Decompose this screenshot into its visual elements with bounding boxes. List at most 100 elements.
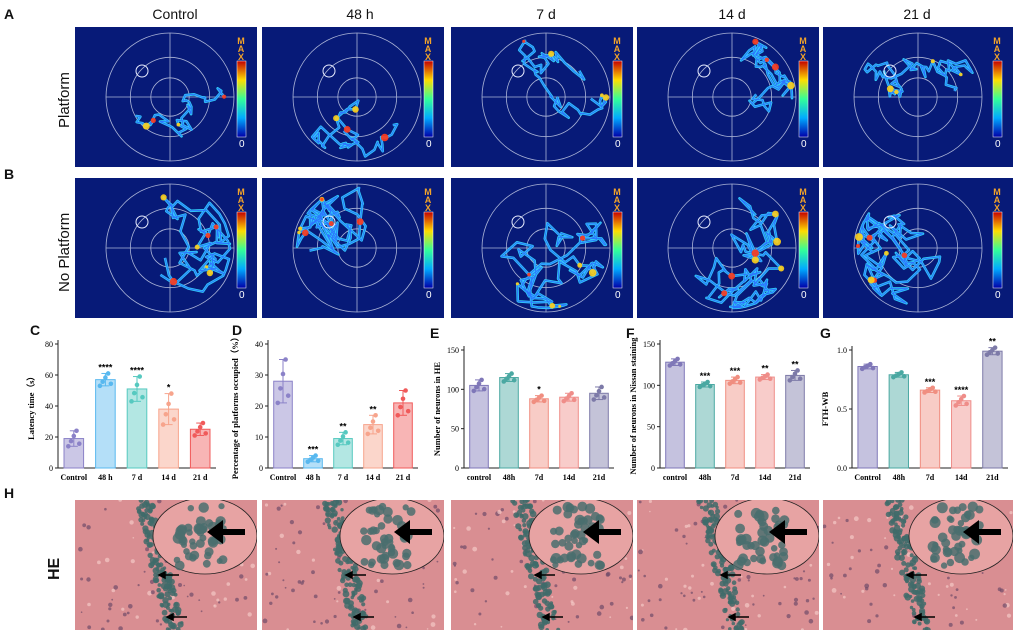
- data-point: [275, 400, 281, 406]
- column-header-control: Control: [152, 6, 198, 22]
- y-tick-label: 40: [255, 340, 263, 349]
- maze-track-platform-2: M A X 0: [262, 27, 444, 167]
- x-tick-label: 48 h: [306, 473, 321, 482]
- data-point: [901, 374, 907, 379]
- colorbar-max-label: M A X: [993, 36, 1001, 62]
- y-tick-label: 100: [447, 385, 459, 394]
- arrow-icon: [165, 612, 187, 622]
- data-point: [705, 379, 710, 385]
- y-axis-label: Number of neurons in HE: [432, 362, 442, 456]
- data-point: [68, 438, 74, 444]
- row-header-platform: Platform: [56, 72, 73, 128]
- column-header-21d: 21 d: [903, 6, 931, 22]
- data-point: [599, 384, 604, 390]
- data-point: [163, 411, 169, 417]
- data-point: [511, 377, 517, 383]
- x-tick-label: 14 d: [366, 473, 381, 482]
- bar-21d: [589, 392, 609, 469]
- y-tick-label: 20: [255, 402, 263, 411]
- he-svg: [262, 500, 444, 630]
- arrow-icon: [727, 612, 749, 622]
- colorbar-max-label: M A X: [799, 187, 807, 213]
- x-tick-label: 14d: [955, 473, 968, 482]
- significance-marker: **: [989, 337, 997, 347]
- data-point: [315, 458, 321, 464]
- y-tick-label: 0.5: [837, 405, 847, 414]
- data-point: [953, 403, 959, 408]
- data-point: [539, 393, 544, 398]
- data-point: [370, 419, 376, 424]
- x-tick-label: 7d: [926, 473, 935, 482]
- data-point: [373, 413, 378, 418]
- panel-letter-a: A: [4, 6, 15, 22]
- x-tick-label: Control: [61, 473, 88, 482]
- data-point: [933, 389, 938, 394]
- data-point: [398, 404, 403, 410]
- data-point: [365, 431, 371, 437]
- data-point: [335, 442, 341, 448]
- significance-marker: *: [167, 383, 171, 393]
- colorbar-max-label: M A X: [613, 36, 621, 62]
- column-header-7d: 7 d: [536, 6, 556, 22]
- data-point: [76, 441, 82, 447]
- x-tick-label: 7 d: [132, 473, 143, 482]
- maze-svg: [853, 32, 1003, 162]
- y-tick-label: 0: [49, 464, 53, 473]
- bar-control: [665, 361, 685, 469]
- arrow-icon: [352, 612, 374, 622]
- data-point: [105, 371, 111, 376]
- data-point: [767, 376, 773, 382]
- colorbar-max-label: M A X: [237, 187, 245, 213]
- data-point: [368, 425, 373, 430]
- data-point: [899, 370, 904, 375]
- maze-svg: [105, 183, 247, 313]
- colorbar-zero-label: 0: [615, 139, 621, 150]
- data-point: [868, 361, 873, 367]
- data-point: [203, 431, 208, 436]
- bar-48h: [95, 379, 116, 469]
- arrow-icon: [207, 520, 245, 544]
- x-tick-label: Control: [270, 473, 297, 482]
- colorbar-zero-label: 0: [426, 290, 432, 301]
- significance-marker: **: [791, 359, 799, 369]
- colorbar-max-label: M A X: [424, 187, 432, 213]
- data-point: [400, 396, 406, 402]
- he-svg: [823, 500, 1013, 630]
- x-tick-label: 7 d: [338, 473, 349, 482]
- data-point: [166, 401, 171, 407]
- bar-48h: [888, 374, 909, 469]
- data-point: [405, 408, 411, 414]
- x-tick-label: 14d: [563, 473, 576, 482]
- data-point: [71, 433, 77, 439]
- x-tick-label: control: [467, 473, 492, 482]
- bar-21d: [785, 374, 805, 469]
- data-point: [134, 382, 140, 388]
- he-image-2: [262, 500, 444, 630]
- chart-neurons-he: 0 50 100 150 Number of neurons in HE control 4…: [432, 346, 614, 482]
- maze-svg: [853, 183, 1003, 313]
- arrow-icon: [394, 520, 432, 544]
- data-point: [100, 379, 105, 385]
- data-point: [594, 393, 599, 398]
- maze-track-no-platform-1: M A X 0: [75, 178, 257, 318]
- maze-track-platform-5: M A X 0: [823, 27, 1013, 167]
- data-point: [870, 365, 876, 371]
- significance-marker: ****: [98, 362, 113, 372]
- bar-14d: [755, 376, 775, 469]
- data-point: [97, 383, 103, 389]
- data-point: [930, 385, 936, 391]
- data-point: [797, 376, 803, 382]
- y-axis-label: Latency time（s）: [26, 372, 36, 440]
- colorbar-max-label: M A X: [799, 36, 807, 62]
- data-point: [601, 395, 607, 400]
- data-point: [476, 381, 482, 386]
- data-point: [131, 390, 137, 396]
- arrow-icon: [769, 520, 807, 544]
- data-point: [765, 372, 770, 377]
- x-tick-label: 7d: [731, 473, 740, 482]
- data-point: [108, 381, 114, 387]
- maze-track-platform-4: M A X 0: [637, 27, 819, 167]
- y-tick-label: 80: [45, 340, 53, 349]
- column-header-48h: 48 h: [346, 6, 374, 22]
- he-svg: [78, 500, 257, 630]
